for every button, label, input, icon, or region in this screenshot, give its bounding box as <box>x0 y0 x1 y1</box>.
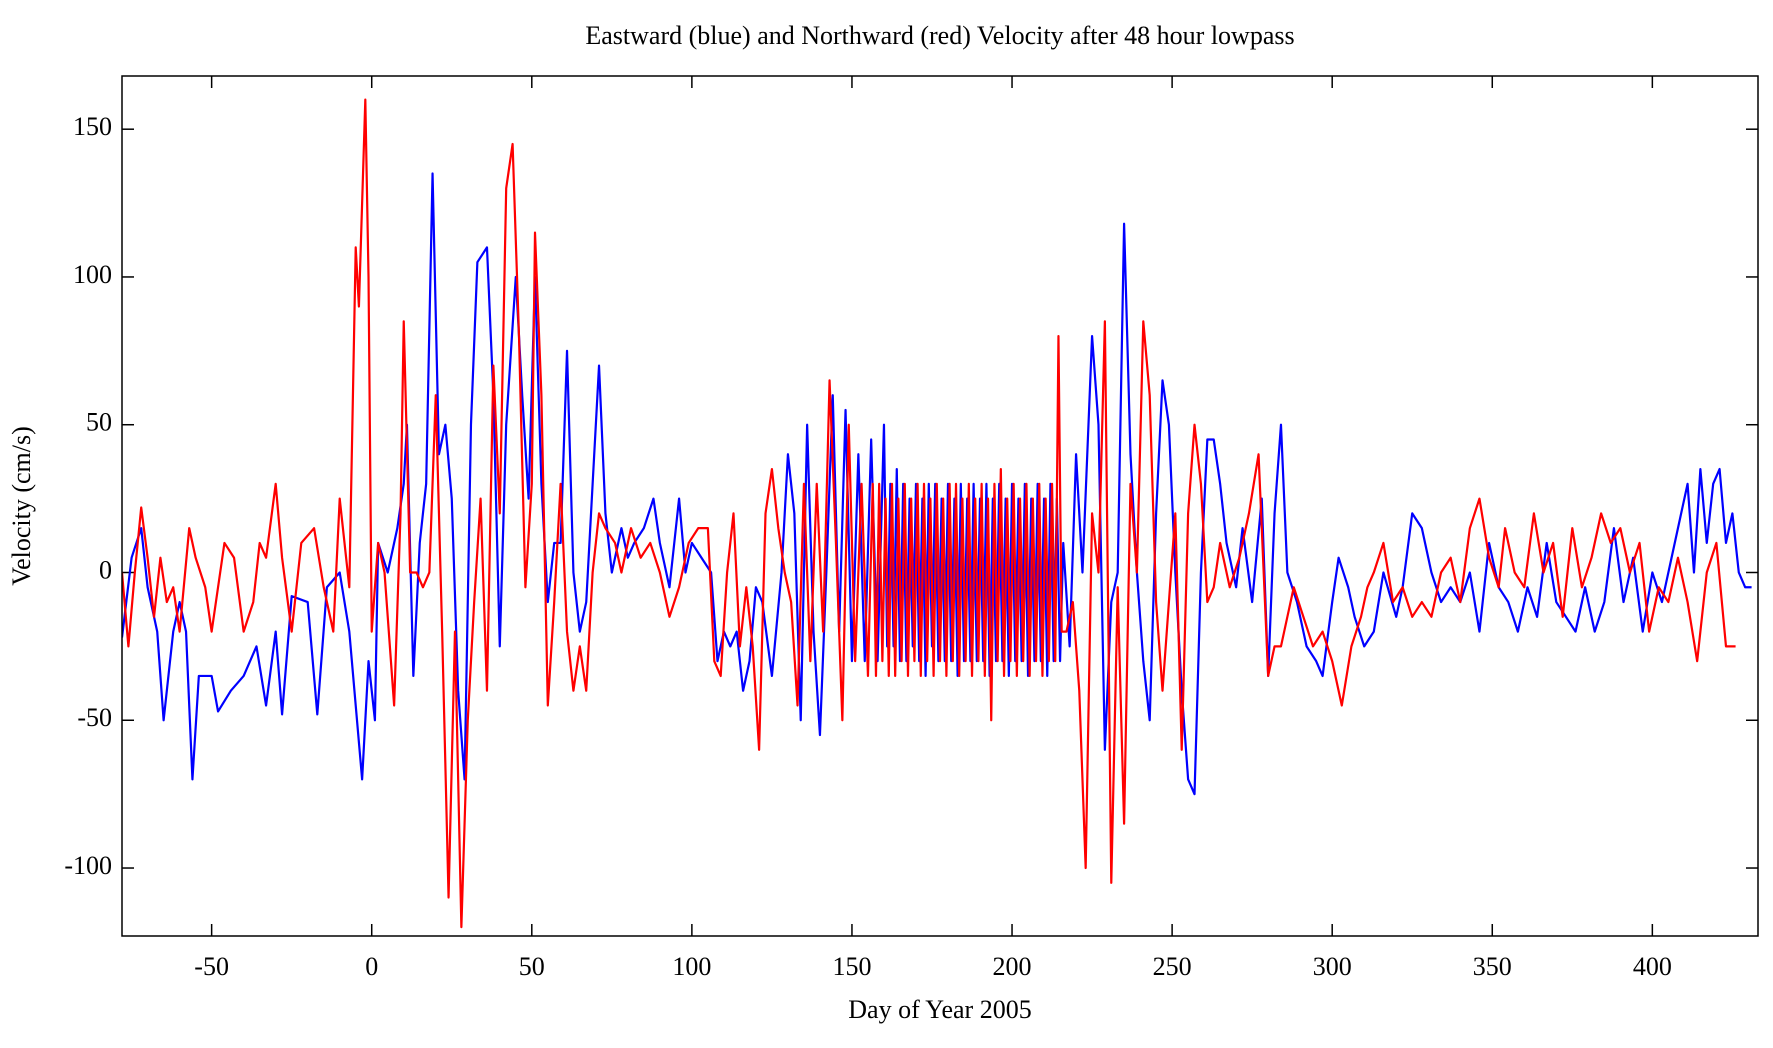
x-tick-label: 0 <box>365 952 378 981</box>
x-axis-label: Day of Year 2005 <box>848 995 1031 1024</box>
x-tick-label: -50 <box>194 952 229 981</box>
y-tick-label: 100 <box>73 260 112 289</box>
data-line <box>122 98 1736 929</box>
x-tick-label: 350 <box>1473 952 1512 981</box>
x-tick-label: 400 <box>1633 952 1672 981</box>
x-tick-label: 100 <box>672 952 711 981</box>
y-tick-label: 50 <box>86 408 112 437</box>
y-tick-label: 0 <box>99 555 112 584</box>
chart-title: Eastward (blue) and Northward (red) Velo… <box>585 21 1294 50</box>
x-tick-label: 50 <box>519 952 545 981</box>
x-tick-label: 150 <box>832 952 871 981</box>
x-tick-label: 250 <box>1153 952 1192 981</box>
y-tick-label: 150 <box>73 112 112 141</box>
y-tick-label: -100 <box>64 851 112 880</box>
x-tick-label: 300 <box>1313 952 1352 981</box>
y-axis-label: Velocity (cm/s) <box>7 426 36 586</box>
y-tick-label: -50 <box>77 703 112 732</box>
plot-frame <box>121 75 1759 937</box>
data-line <box>122 172 1752 796</box>
x-tick-label: 200 <box>993 952 1032 981</box>
